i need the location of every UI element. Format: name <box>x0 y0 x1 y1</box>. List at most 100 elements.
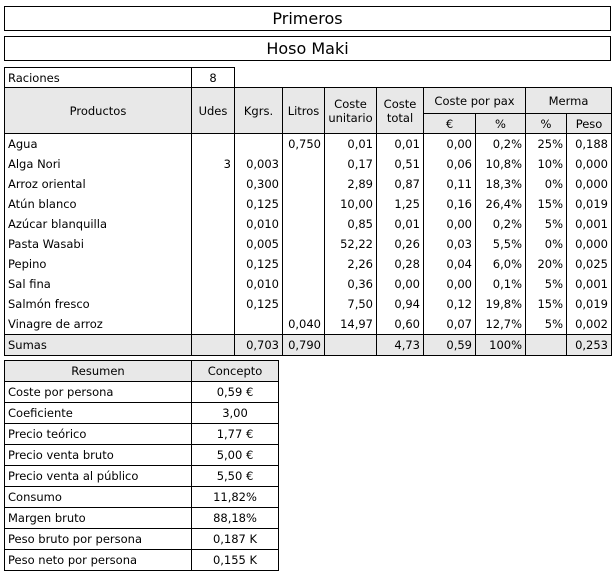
ingredient-pax-pct[interactable]: 5,5% <box>475 234 527 254</box>
resumen-value[interactable]: 0,59 € <box>191 381 279 403</box>
ingredient-udes[interactable] <box>191 234 235 254</box>
ingredient-pax-pct[interactable]: 10,8% <box>475 154 527 174</box>
ingredient-coste-unitario[interactable]: 0,17 <box>324 154 377 174</box>
ingredient-merma-pct[interactable]: 5% <box>525 314 568 335</box>
ingredient-litros[interactable]: 0,750 <box>282 133 325 154</box>
ingredient-pax-euro[interactable]: 0,00 <box>423 274 476 294</box>
ingredient-kgrs[interactable]: 0,300 <box>234 174 283 194</box>
ingredient-coste-total[interactable]: 0,87 <box>376 174 424 194</box>
ingredient-coste-total[interactable]: 0,26 <box>376 234 424 254</box>
ingredient-coste-unitario[interactable]: 7,50 <box>324 294 377 314</box>
ingredient-pax-pct[interactable]: 12,7% <box>475 314 527 335</box>
ingredient-merma-peso[interactable]: 0,025 <box>566 254 613 274</box>
ingredient-pax-pct[interactable]: 26,4% <box>475 194 527 214</box>
ingredient-udes[interactable] <box>191 174 235 194</box>
ingredient-kgrs[interactable]: 0,125 <box>234 194 283 214</box>
ingredient-merma-peso[interactable]: 0,019 <box>566 194 613 214</box>
ingredient-merma-peso[interactable]: 0,188 <box>566 133 613 154</box>
ingredient-merma-peso[interactable]: 0,000 <box>566 234 613 254</box>
ingredient-udes[interactable] <box>191 133 235 154</box>
ingredient-merma-peso[interactable]: 0,001 <box>566 274 613 294</box>
ingredient-kgrs[interactable]: 0,125 <box>234 254 283 274</box>
ingredient-litros[interactable] <box>282 194 325 214</box>
ingredient-pax-euro[interactable]: 0,16 <box>423 194 476 214</box>
ingredient-merma-peso[interactable]: 0,000 <box>566 174 613 194</box>
resumen-value[interactable]: 0,187 K <box>191 528 279 550</box>
ingredient-kgrs[interactable] <box>234 314 283 335</box>
ingredient-coste-total[interactable]: 0,94 <box>376 294 424 314</box>
ingredient-coste-unitario[interactable]: 0,36 <box>324 274 377 294</box>
ingredient-kgrs[interactable]: 0,003 <box>234 154 283 174</box>
ingredient-coste-unitario[interactable]: 2,89 <box>324 174 377 194</box>
ingredient-merma-peso[interactable]: 0,002 <box>566 314 613 335</box>
ingredient-coste-total[interactable]: 0,01 <box>376 133 424 154</box>
resumen-value[interactable]: 11,82% <box>191 486 279 508</box>
ingredient-coste-unitario[interactable]: 14,97 <box>324 314 377 335</box>
ingredient-kgrs[interactable]: 0,005 <box>234 234 283 254</box>
ingredient-coste-total[interactable]: 0,51 <box>376 154 424 174</box>
ingredient-pax-euro[interactable]: 0,06 <box>423 154 476 174</box>
ingredient-litros[interactable] <box>282 254 325 274</box>
ingredient-merma-pct[interactable]: 20% <box>525 254 568 274</box>
ingredient-coste-unitario[interactable]: 0,01 <box>324 133 377 154</box>
ingredient-merma-pct[interactable]: 15% <box>525 194 568 214</box>
ingredient-merma-pct[interactable]: 25% <box>525 133 568 154</box>
ingredient-kgrs[interactable]: 0,010 <box>234 214 283 234</box>
ingredient-litros[interactable] <box>282 234 325 254</box>
ingredient-litros[interactable] <box>282 274 325 294</box>
resumen-value[interactable]: 3,00 <box>191 402 279 424</box>
ingredient-merma-pct[interactable]: 0% <box>525 234 568 254</box>
ingredient-litros[interactable]: 0,040 <box>282 314 325 335</box>
ingredient-coste-total[interactable]: 0,28 <box>376 254 424 274</box>
ingredient-pax-euro[interactable]: 0,07 <box>423 314 476 335</box>
raciones-value[interactable]: 8 <box>191 67 235 89</box>
ingredient-pax-pct[interactable]: 0,2% <box>475 214 527 234</box>
ingredient-coste-total[interactable]: 0,00 <box>376 274 424 294</box>
ingredient-udes[interactable] <box>191 274 235 294</box>
resumen-value[interactable]: 1,77 € <box>191 423 279 445</box>
ingredient-pax-euro[interactable]: 0,12 <box>423 294 476 314</box>
ingredient-coste-unitario[interactable]: 10,00 <box>324 194 377 214</box>
ingredient-litros[interactable] <box>282 294 325 314</box>
ingredient-merma-pct[interactable]: 5% <box>525 274 568 294</box>
ingredient-coste-unitario[interactable]: 2,26 <box>324 254 377 274</box>
ingredient-coste-total[interactable]: 0,01 <box>376 214 424 234</box>
ingredient-pax-pct[interactable]: 19,8% <box>475 294 527 314</box>
ingredient-udes[interactable] <box>191 214 235 234</box>
ingredient-merma-peso[interactable]: 0,000 <box>566 154 613 174</box>
ingredient-udes[interactable] <box>191 314 235 335</box>
resumen-value[interactable]: 0,155 K <box>191 549 279 571</box>
ingredient-kgrs[interactable] <box>234 133 283 154</box>
resumen-value[interactable]: 5,50 € <box>191 465 279 487</box>
ingredient-merma-peso[interactable]: 0,019 <box>566 294 613 314</box>
ingredient-kgrs[interactable]: 0,125 <box>234 294 283 314</box>
ingredient-pax-pct[interactable]: 0,2% <box>475 133 527 154</box>
ingredient-coste-unitario[interactable]: 52,22 <box>324 234 377 254</box>
ingredient-merma-pct[interactable]: 5% <box>525 214 568 234</box>
ingredient-pax-euro[interactable]: 0,03 <box>423 234 476 254</box>
ingredient-udes[interactable] <box>191 194 235 214</box>
ingredient-pax-euro[interactable]: 0,11 <box>423 174 476 194</box>
ingredient-merma-pct[interactable]: 15% <box>525 294 568 314</box>
ingredient-udes[interactable]: 3 <box>191 154 235 174</box>
ingredient-pax-euro[interactable]: 0,04 <box>423 254 476 274</box>
ingredient-udes[interactable] <box>191 254 235 274</box>
ingredient-litros[interactable] <box>282 154 325 174</box>
ingredient-kgrs[interactable]: 0,010 <box>234 274 283 294</box>
ingredient-coste-unitario[interactable]: 0,85 <box>324 214 377 234</box>
ingredient-coste-total[interactable]: 0,60 <box>376 314 424 335</box>
ingredient-litros[interactable] <box>282 214 325 234</box>
ingredient-pax-pct[interactable]: 18,3% <box>475 174 527 194</box>
ingredient-pax-euro[interactable]: 0,00 <box>423 214 476 234</box>
ingredient-merma-pct[interactable]: 0% <box>525 174 568 194</box>
ingredient-coste-total[interactable]: 1,25 <box>376 194 424 214</box>
resumen-value[interactable]: 88,18% <box>191 507 279 529</box>
ingredient-litros[interactable] <box>282 174 325 194</box>
ingredient-merma-peso[interactable]: 0,001 <box>566 214 613 234</box>
ingredient-pax-euro[interactable]: 0,00 <box>423 133 476 154</box>
ingredient-merma-pct[interactable]: 10% <box>525 154 568 174</box>
resumen-value[interactable]: 5,00 € <box>191 444 279 466</box>
ingredient-pax-pct[interactable]: 6,0% <box>475 254 527 274</box>
ingredient-udes[interactable] <box>191 294 235 314</box>
ingredient-pax-pct[interactable]: 0,1% <box>475 274 527 294</box>
